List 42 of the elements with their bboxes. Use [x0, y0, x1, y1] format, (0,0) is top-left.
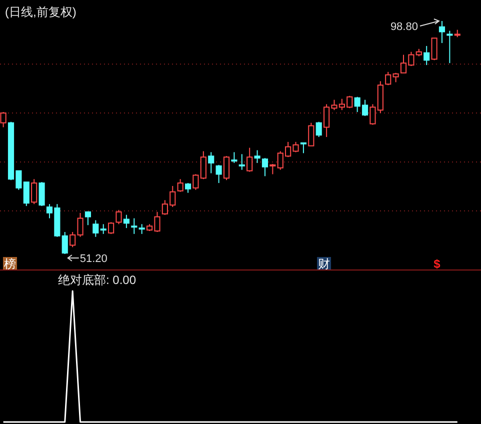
candlestick [38, 182, 45, 207]
candlestick [0, 112, 6, 128]
candlestick [216, 164, 222, 184]
candlestick [223, 156, 230, 181]
candlestick [300, 142, 306, 154]
candlestick [431, 38, 438, 61]
text: $ [434, 257, 441, 271]
candlestick [100, 224, 106, 234]
text: 财 [318, 257, 330, 271]
candlestick [254, 150, 260, 164]
candlestick [424, 45, 430, 66]
candlestick [238, 154, 245, 170]
candlestick [446, 30, 453, 64]
candlestick [108, 222, 114, 234]
candlestick [116, 209, 122, 225]
candlestick [131, 218, 138, 234]
candlestick [246, 147, 253, 172]
candlestick [385, 71, 392, 86]
candlestick [138, 224, 145, 234]
candlestick [84, 210, 92, 226]
candlestick [231, 152, 238, 164]
candlestick [208, 152, 214, 174]
candlestick [184, 182, 192, 194]
text: 榜 [4, 257, 16, 271]
candlestick [123, 214, 130, 229]
candlestick [192, 174, 199, 190]
candlestick [392, 72, 399, 83]
candlestick [308, 122, 314, 146]
chart-title: 绝对底部: 0.00 [58, 273, 136, 287]
candlestick [31, 178, 38, 205]
candlestick [62, 231, 68, 254]
candlestick [316, 121, 322, 138]
candlestick [200, 150, 206, 180]
candlestick [262, 158, 268, 177]
candlestick [438, 20, 446, 44]
candlestick [92, 220, 99, 238]
candlestick [177, 178, 184, 192]
candlestick [270, 163, 276, 175]
chart-title: (日线,前复权) [5, 5, 76, 19]
candlestick [23, 182, 30, 207]
annotation: 51.20 [80, 253, 108, 265]
annotation: 98.80 [390, 21, 418, 33]
